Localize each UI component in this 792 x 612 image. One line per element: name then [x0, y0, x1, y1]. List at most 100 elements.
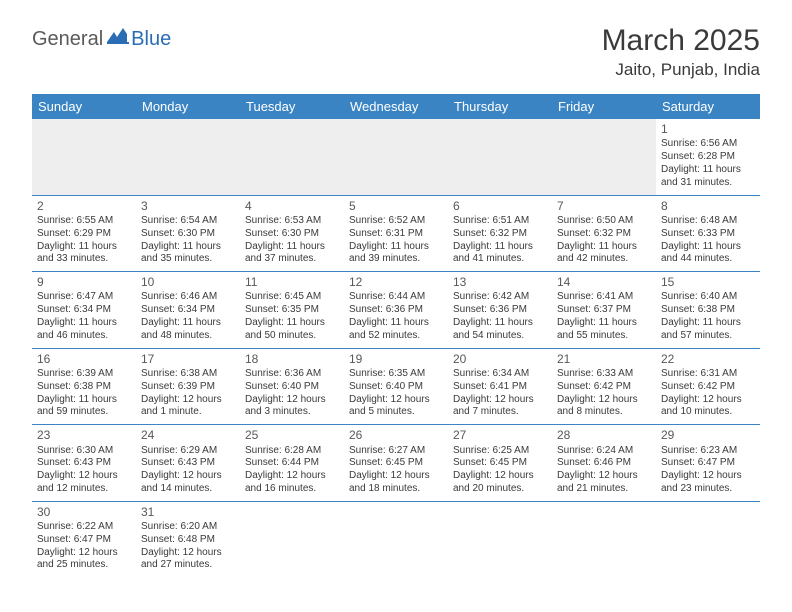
logo-text-general: General [32, 28, 103, 51]
calendar-cell: 9Sunrise: 6:47 AMSunset: 6:34 PMDaylight… [32, 272, 136, 349]
day-header: Thursday [448, 94, 552, 119]
calendar-cell: 13Sunrise: 6:42 AMSunset: 6:36 PMDayligh… [448, 272, 552, 349]
calendar-cell: 15Sunrise: 6:40 AMSunset: 6:38 PMDayligh… [656, 272, 760, 349]
day-number: 7 [557, 199, 651, 214]
sunset-line: Sunset: 6:32 PM [453, 228, 547, 241]
daylight-line: Daylight: 12 hours and 1 minute. [141, 394, 235, 420]
sunrise-line: Sunrise: 6:41 AM [557, 291, 651, 304]
sunset-line: Sunset: 6:29 PM [37, 228, 131, 241]
calendar-cell: 30Sunrise: 6:22 AMSunset: 6:47 PMDayligh… [32, 501, 136, 577]
day-number: 24 [141, 428, 235, 443]
sunrise-line: Sunrise: 6:20 AM [141, 521, 235, 534]
day-number: 21 [557, 352, 651, 367]
month-title: March 2025 [602, 24, 760, 58]
sunrise-line: Sunrise: 6:51 AM [453, 215, 547, 228]
calendar-cell [136, 119, 240, 195]
sunset-line: Sunset: 6:38 PM [37, 381, 131, 394]
day-number: 23 [37, 428, 131, 443]
day-number: 30 [37, 505, 131, 520]
calendar-cell [32, 119, 136, 195]
calendar-cell: 14Sunrise: 6:41 AMSunset: 6:37 PMDayligh… [552, 272, 656, 349]
daylight-line: Daylight: 11 hours and 41 minutes. [453, 241, 547, 267]
sunrise-line: Sunrise: 6:29 AM [141, 445, 235, 458]
sunrise-line: Sunrise: 6:42 AM [453, 291, 547, 304]
sunset-line: Sunset: 6:45 PM [453, 457, 547, 470]
daylight-line: Daylight: 12 hours and 7 minutes. [453, 394, 547, 420]
calendar-cell: 2Sunrise: 6:55 AMSunset: 6:29 PMDaylight… [32, 195, 136, 272]
calendar-cell: 5Sunrise: 6:52 AMSunset: 6:31 PMDaylight… [344, 195, 448, 272]
daylight-line: Daylight: 11 hours and 46 minutes. [37, 317, 131, 343]
sunset-line: Sunset: 6:46 PM [557, 457, 651, 470]
daylight-line: Daylight: 12 hours and 12 minutes. [37, 470, 131, 496]
sunset-line: Sunset: 6:30 PM [245, 228, 339, 241]
day-number: 6 [453, 199, 547, 214]
day-number: 17 [141, 352, 235, 367]
calendar-row: 1Sunrise: 6:56 AMSunset: 6:28 PMDaylight… [32, 119, 760, 195]
logo: General Blue [32, 28, 171, 51]
day-number: 8 [661, 199, 755, 214]
sunset-line: Sunset: 6:41 PM [453, 381, 547, 394]
calendar-cell: 22Sunrise: 6:31 AMSunset: 6:42 PMDayligh… [656, 348, 760, 425]
day-header: Friday [552, 94, 656, 119]
sunrise-line: Sunrise: 6:31 AM [661, 368, 755, 381]
day-number: 16 [37, 352, 131, 367]
daylight-line: Daylight: 12 hours and 16 minutes. [245, 470, 339, 496]
sunrise-line: Sunrise: 6:24 AM [557, 445, 651, 458]
calendar-cell [240, 119, 344, 195]
day-header: Monday [136, 94, 240, 119]
sunset-line: Sunset: 6:38 PM [661, 304, 755, 317]
daylight-line: Daylight: 11 hours and 35 minutes. [141, 241, 235, 267]
calendar-cell: 4Sunrise: 6:53 AMSunset: 6:30 PMDaylight… [240, 195, 344, 272]
day-number: 5 [349, 199, 443, 214]
sunset-line: Sunset: 6:33 PM [661, 228, 755, 241]
logo-text-blue: Blue [131, 28, 171, 51]
calendar-row: 2Sunrise: 6:55 AMSunset: 6:29 PMDaylight… [32, 195, 760, 272]
daylight-line: Daylight: 12 hours and 14 minutes. [141, 470, 235, 496]
calendar-cell [448, 119, 552, 195]
calendar-cell: 18Sunrise: 6:36 AMSunset: 6:40 PMDayligh… [240, 348, 344, 425]
sunset-line: Sunset: 6:36 PM [349, 304, 443, 317]
sunrise-line: Sunrise: 6:22 AM [37, 521, 131, 534]
location: Jaito, Punjab, India [602, 60, 760, 80]
calendar-cell: 17Sunrise: 6:38 AMSunset: 6:39 PMDayligh… [136, 348, 240, 425]
day-number: 14 [557, 275, 651, 290]
sunrise-line: Sunrise: 6:44 AM [349, 291, 443, 304]
sunrise-line: Sunrise: 6:23 AM [661, 445, 755, 458]
calendar-row: 9Sunrise: 6:47 AMSunset: 6:34 PMDaylight… [32, 272, 760, 349]
daylight-line: Daylight: 12 hours and 21 minutes. [557, 470, 651, 496]
calendar-cell: 23Sunrise: 6:30 AMSunset: 6:43 PMDayligh… [32, 425, 136, 502]
calendar-cell: 20Sunrise: 6:34 AMSunset: 6:41 PMDayligh… [448, 348, 552, 425]
sunset-line: Sunset: 6:28 PM [661, 151, 755, 164]
sunset-line: Sunset: 6:40 PM [245, 381, 339, 394]
day-header-row: Sunday Monday Tuesday Wednesday Thursday… [32, 94, 760, 119]
sunrise-line: Sunrise: 6:36 AM [245, 368, 339, 381]
calendar-cell [344, 119, 448, 195]
sunrise-line: Sunrise: 6:40 AM [661, 291, 755, 304]
day-number: 26 [349, 428, 443, 443]
day-number: 28 [557, 428, 651, 443]
daylight-line: Daylight: 11 hours and 52 minutes. [349, 317, 443, 343]
calendar-cell: 28 Sunrise: 6:24 AMSunset: 6:46 PMDayligh… [552, 425, 656, 502]
day-number: 2 [37, 199, 131, 214]
sunrise-line: Sunrise: 6:38 AM [141, 368, 235, 381]
calendar-cell: 29Sunrise: 6:23 AMSunset: 6:47 PMDayligh… [656, 425, 760, 502]
day-number: 10 [141, 275, 235, 290]
calendar-cell: 10Sunrise: 6:46 AMSunset: 6:34 PMDayligh… [136, 272, 240, 349]
calendar-cell: 3Sunrise: 6:54 AMSunset: 6:30 PMDaylight… [136, 195, 240, 272]
sunrise-line: Sunrise: 6:39 AM [37, 368, 131, 381]
sunrise-line: Sunrise: 6:48 AM [661, 215, 755, 228]
sunrise-line: Sunrise: 6:53 AM [245, 215, 339, 228]
calendar-row: 23Sunrise: 6:30 AMSunset: 6:43 PMDayligh… [32, 425, 760, 502]
sunrise-line: Sunrise: 6:56 AM [661, 138, 755, 151]
daylight-line: Daylight: 11 hours and 39 minutes. [349, 241, 443, 267]
daylight-line: Daylight: 12 hours and 18 minutes. [349, 470, 443, 496]
day-number: 22 [661, 352, 755, 367]
flag-icon [107, 28, 129, 49]
calendar-cell [552, 501, 656, 577]
sunset-line: Sunset: 6:47 PM [37, 534, 131, 547]
calendar-cell: 31Sunrise: 6:20 AMSunset: 6:48 PMDayligh… [136, 501, 240, 577]
daylight-line: Daylight: 11 hours and 57 minutes. [661, 317, 755, 343]
day-number: 15 [661, 275, 755, 290]
calendar-cell [344, 501, 448, 577]
sunrise-line: Sunrise: 6:30 AM [37, 445, 131, 458]
